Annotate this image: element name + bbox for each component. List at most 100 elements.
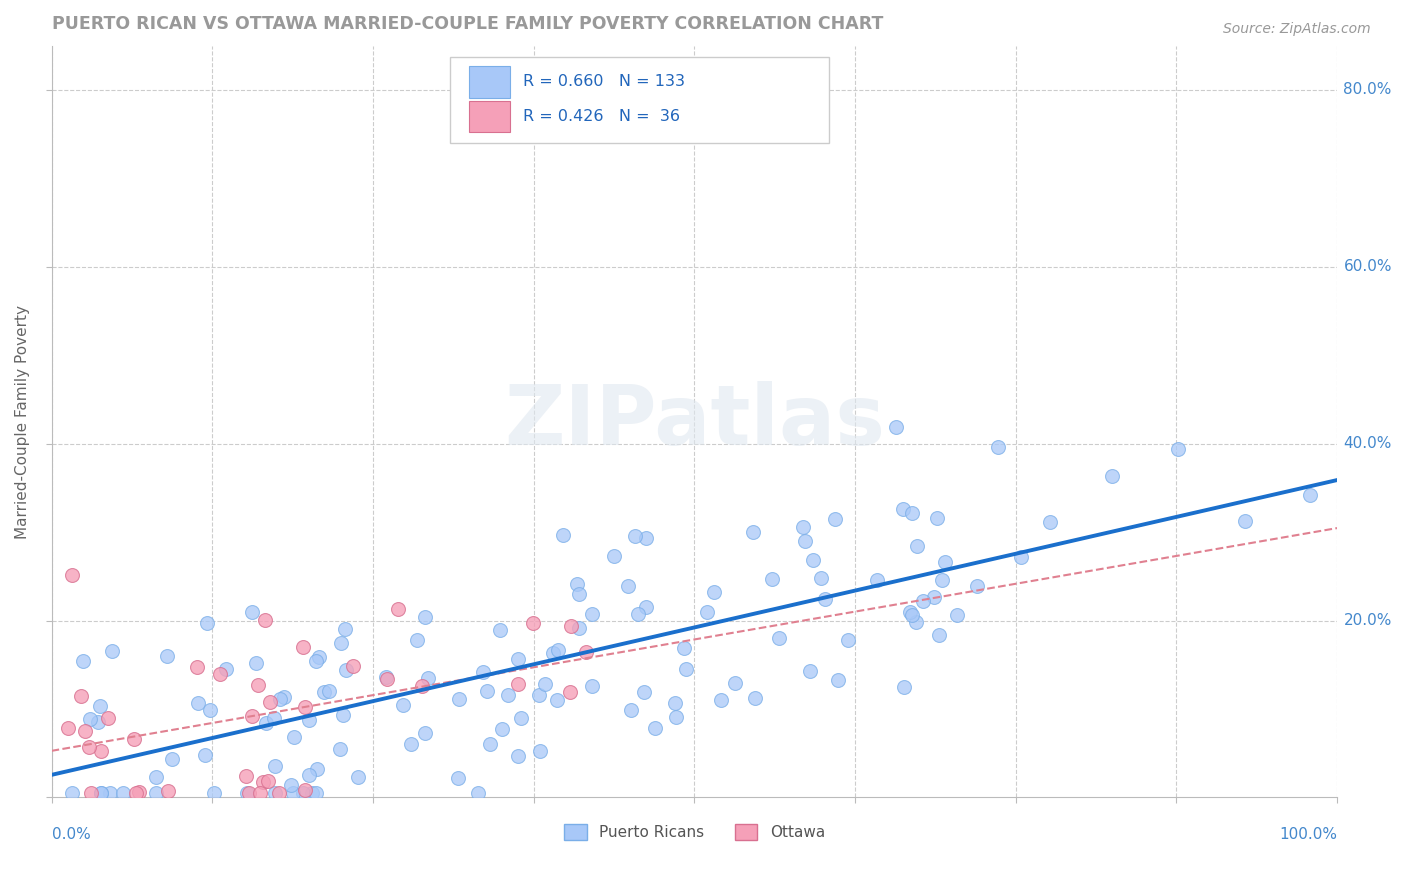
Point [491, 722, 513, 736]
Point [799, 664, 821, 678]
Text: 20.0%: 20.0% [1344, 613, 1392, 628]
Point [1101, 468, 1123, 483]
Point [342, 658, 364, 673]
Point [581, 679, 603, 693]
Point [269, 786, 291, 800]
Point [547, 643, 569, 657]
Point [905, 615, 928, 630]
Point [156, 783, 179, 797]
Point [565, 576, 588, 591]
Point [254, 715, 277, 730]
FancyBboxPatch shape [450, 57, 830, 144]
Point [966, 579, 988, 593]
Point [901, 608, 924, 623]
Point [375, 672, 398, 686]
Point [1298, 488, 1320, 502]
Point [1167, 442, 1189, 456]
Point [312, 685, 335, 699]
Point [80, 786, 103, 800]
Point [810, 571, 832, 585]
Point [664, 696, 686, 710]
Point [257, 774, 280, 789]
Point [249, 786, 271, 800]
Point [449, 691, 471, 706]
Point [987, 440, 1010, 454]
Point [330, 636, 353, 650]
Point [934, 555, 956, 569]
Point [202, 786, 225, 800]
Point [77, 740, 100, 755]
Point [553, 528, 575, 542]
Point [283, 786, 305, 800]
Text: ZIPatlas: ZIPatlas [503, 381, 884, 462]
Point [814, 591, 837, 606]
Point [624, 529, 647, 543]
Point [259, 695, 281, 709]
Point [703, 585, 725, 599]
Point [546, 693, 568, 707]
Point [574, 645, 596, 659]
Point [496, 688, 519, 702]
Point [891, 501, 914, 516]
Point [675, 662, 697, 676]
Point [242, 709, 264, 723]
Point [741, 525, 763, 540]
Point [928, 628, 950, 642]
Point [298, 713, 321, 727]
Point [208, 666, 231, 681]
Point [794, 534, 817, 549]
Point [768, 632, 790, 646]
Point [90, 786, 112, 800]
Point [122, 732, 145, 747]
Legend: Puerto Ricans, Ottawa: Puerto Ricans, Ottawa [558, 818, 831, 847]
Point [627, 607, 650, 622]
Point [70, 689, 93, 703]
Text: 40.0%: 40.0% [1344, 436, 1392, 451]
Text: 60.0%: 60.0% [1344, 260, 1392, 274]
Point [905, 539, 928, 553]
Point [98, 786, 121, 800]
Text: R = 0.426   N =  36: R = 0.426 N = 36 [523, 109, 681, 124]
Point [332, 707, 354, 722]
Point [510, 711, 533, 725]
Point [156, 648, 179, 663]
Point [263, 711, 285, 725]
FancyBboxPatch shape [470, 101, 510, 132]
Text: 100.0%: 100.0% [1279, 827, 1337, 842]
Point [633, 685, 655, 699]
Point [264, 786, 287, 800]
Point [560, 684, 582, 698]
Point [931, 574, 953, 588]
Point [529, 744, 551, 758]
Point [644, 721, 666, 735]
Point [1010, 550, 1032, 565]
Point [215, 662, 238, 676]
Point [1039, 515, 1062, 529]
Point [335, 622, 357, 636]
Point [335, 663, 357, 677]
Point [387, 602, 409, 616]
Point [413, 610, 436, 624]
Y-axis label: Married-Couple Family Poverty: Married-Couple Family Poverty [15, 304, 30, 539]
Point [194, 748, 217, 763]
Point [946, 607, 969, 622]
Point [145, 770, 167, 784]
Point [837, 632, 859, 647]
Point [56, 721, 79, 735]
Point [673, 641, 696, 656]
Point [329, 741, 352, 756]
Point [634, 531, 657, 545]
Point [696, 605, 718, 619]
Point [416, 671, 439, 685]
Point [900, 606, 922, 620]
Point [602, 549, 624, 564]
Point [240, 605, 263, 619]
Point [924, 590, 946, 604]
Point [160, 751, 183, 765]
Point [447, 771, 470, 785]
Point [801, 553, 824, 567]
Point [467, 786, 489, 800]
Point [912, 593, 935, 607]
Point [581, 607, 603, 622]
Point [264, 759, 287, 773]
